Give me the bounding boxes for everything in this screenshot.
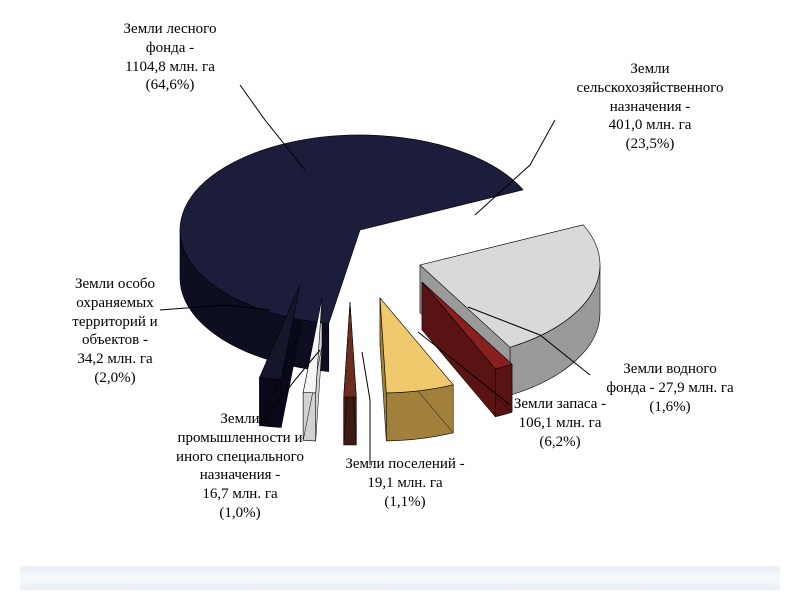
label-reserve: Земли запаса - 106,1 млн. га (6,2%) <box>470 395 650 451</box>
label-agri: Земли сельскохозяйственного назначения -… <box>530 60 770 154</box>
label-forest: Земли лесного фонда - 1104,8 млн. га (64… <box>70 20 270 95</box>
land-categories-pie-chart: Земли лесного фонда - 1104,8 млн. га (64… <box>0 0 800 600</box>
label-industry: Земли промышленности и иного специальног… <box>130 410 350 523</box>
footer-band <box>20 566 780 590</box>
label-protected: Земли особо охраняемых территорий и объе… <box>30 275 200 388</box>
